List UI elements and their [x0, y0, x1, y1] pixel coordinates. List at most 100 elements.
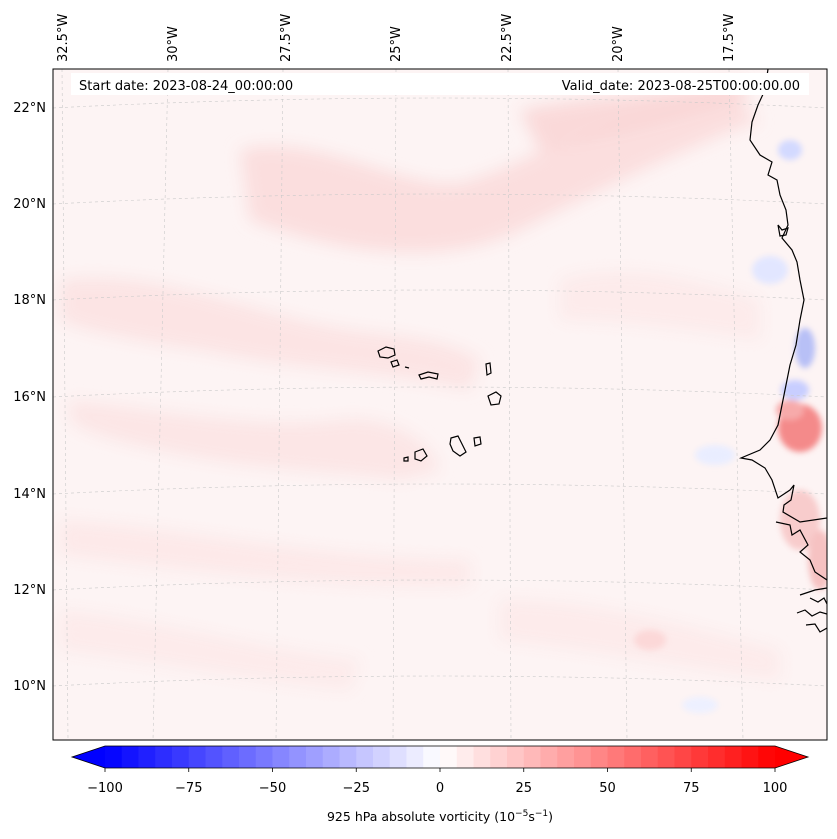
- colorbar-segment: [155, 746, 173, 768]
- colorbar-segment: [641, 746, 659, 768]
- lat-label-22n: 22°N: [13, 101, 46, 116]
- cb-tick-label: 100: [763, 781, 788, 796]
- african-coastline: [738, 69, 827, 633]
- cb-tick-label: 0: [436, 781, 444, 796]
- cb-tick-label: 50: [599, 781, 616, 796]
- lon-label-22-5w: 22.5°W: [500, 14, 515, 62]
- colorbar-segment: [389, 746, 407, 768]
- colorbar-extend-high: [775, 746, 808, 768]
- island-sao-vicente: [390, 359, 400, 368]
- colorbar-segment: [172, 746, 190, 768]
- cb-tick-label: −25: [343, 781, 370, 796]
- colorbar-segment: [607, 746, 625, 768]
- colorbar-segment: [138, 746, 156, 768]
- parallel-18n: [53, 289, 827, 301]
- colorbar-segment: [741, 746, 759, 768]
- colorbar-segment: [590, 746, 608, 768]
- lat-label-16n: 16°N: [13, 390, 46, 405]
- colorbar-segment: [306, 746, 324, 768]
- colorbar-segment: [624, 746, 642, 768]
- colorbar-segment: [473, 746, 491, 768]
- lon-label-27-5w: 27.5°W: [279, 14, 294, 62]
- map-panel[interactable]: Start date: 2023-08-24_00:00:00 Valid_da…: [53, 69, 832, 740]
- colorbar-segment: [523, 746, 541, 768]
- cb-tick-label: 75: [683, 781, 700, 796]
- colorbar-segment: [440, 746, 458, 768]
- date-header-bar: [71, 73, 809, 95]
- meridian-20w: [617, 69, 628, 740]
- colorbar-extend-low: [72, 746, 105, 768]
- colorbar-segment: [121, 746, 139, 768]
- cb-tick-label: −100: [87, 781, 123, 796]
- colorbar-segment: [406, 746, 424, 768]
- colorbar-segment: [289, 746, 307, 768]
- colorbar-segments: [105, 746, 776, 768]
- ocean-field: [53, 69, 827, 740]
- cb-tick-label: 25: [515, 781, 532, 796]
- lon-label-30w: 30°W: [166, 26, 181, 62]
- cb-tick-label: −50: [259, 781, 286, 796]
- colorbar-tick-labels: −100 −75 −50 −25 0 25 50 75 100: [87, 781, 787, 796]
- colorbar-segment: [188, 746, 206, 768]
- colorbar-segment: [490, 746, 508, 768]
- start-date-label: Start date: 2023-08-24_00:00:00: [79, 79, 293, 94]
- parallel-16n: [53, 386, 827, 398]
- colorbar-segment: [373, 746, 391, 768]
- lon-label-32-5w: 32.5°W: [56, 14, 71, 62]
- colorbar-segment: [255, 746, 273, 768]
- colorbar-segment: [222, 746, 240, 768]
- colorbar-segment: [205, 746, 223, 768]
- colorbar-segment: [507, 746, 525, 768]
- colorbar-label: 925 hPa absolute vorticity (10−5s−1): [327, 809, 553, 824]
- island-santo-antao: [377, 346, 396, 359]
- meridian-27-5w: [275, 69, 284, 740]
- colorbar-segment: [691, 746, 709, 768]
- island-sal: [485, 362, 492, 376]
- colorbar-segment: [574, 746, 592, 768]
- island-santa-luzia: [404, 366, 410, 369]
- colorbar-segment: [356, 746, 374, 768]
- vorticity-features: [634, 140, 827, 713]
- colorbar-segment: [339, 746, 357, 768]
- colorbar-segment: [758, 746, 776, 768]
- valid-date-label: Valid_date: 2023-08-25T00:00:00.00: [562, 79, 800, 94]
- colorbar-segment: [540, 746, 558, 768]
- island-brava: [403, 456, 409, 462]
- lon-label-17-5w: 17.5°W: [722, 14, 737, 62]
- lon-label-25w: 25°W: [389, 26, 404, 62]
- vorticity-field: [60, 80, 780, 690]
- parallel-14n: [53, 483, 827, 495]
- lat-label-12n: 12°N: [13, 583, 46, 598]
- parallel-10n: [53, 675, 827, 687]
- lat-label-14n: 14°N: [13, 487, 46, 502]
- lon-label-20w: 20°W: [611, 26, 626, 62]
- island-fogo: [414, 448, 428, 462]
- colorbar-segment: [657, 746, 675, 768]
- colorbar-segment: [105, 746, 123, 768]
- colorbar-ticks: [104, 768, 776, 772]
- island-boa-vista: [487, 391, 502, 406]
- colorbar-segment: [708, 746, 726, 768]
- gridlines: [53, 69, 827, 740]
- lat-label-18n: 18°N: [13, 293, 46, 308]
- parallel-12n: [53, 579, 827, 591]
- colorbar-segment: [322, 746, 340, 768]
- lat-label-10n: 10°N: [13, 679, 46, 694]
- colorbar-segment: [456, 746, 474, 768]
- parallel-22n: [53, 97, 827, 109]
- colorbar-segment: [674, 746, 692, 768]
- colorbar-segment: [272, 746, 290, 768]
- meridian-17-5w: [728, 69, 744, 740]
- map-frame: [52, 68, 828, 741]
- island-sao-nicolau: [418, 371, 439, 380]
- latitude-labels: 22°N 20°N 18°N 16°N 14°N 12°N 10°N: [13, 101, 46, 694]
- colorbar-segment: [239, 746, 257, 768]
- colorbar-segment: [557, 746, 575, 768]
- island-santiago: [449, 435, 467, 457]
- meridian-30w: [152, 69, 169, 740]
- parallel-20n: [53, 193, 827, 205]
- cape-verde-islands: [377, 346, 502, 462]
- cb-tick-label: −75: [175, 781, 202, 796]
- island-maio: [473, 436, 482, 447]
